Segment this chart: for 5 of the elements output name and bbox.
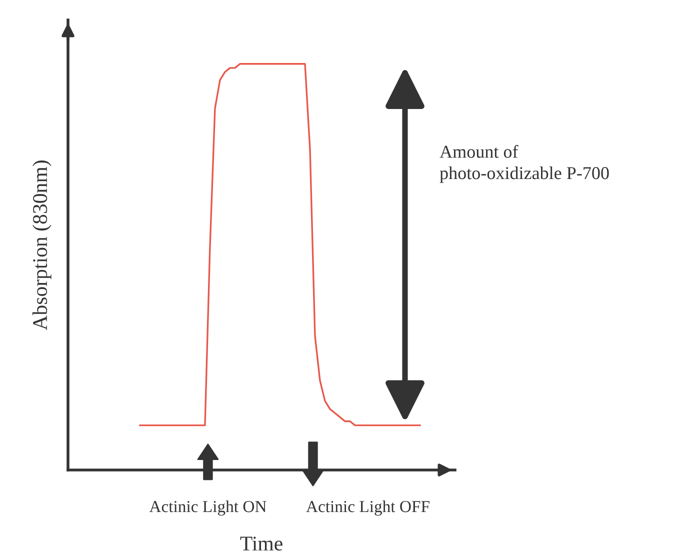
text: Amount of photo-oxidizable P-700 <box>440 144 609 183</box>
y-axis-title: Absorption (830nm) <box>32 160 52 330</box>
x-axis-title: Time <box>240 536 282 551</box>
text: Actinic Light OFF <box>306 500 430 516</box>
text: Actinic Light ON <box>149 500 266 516</box>
